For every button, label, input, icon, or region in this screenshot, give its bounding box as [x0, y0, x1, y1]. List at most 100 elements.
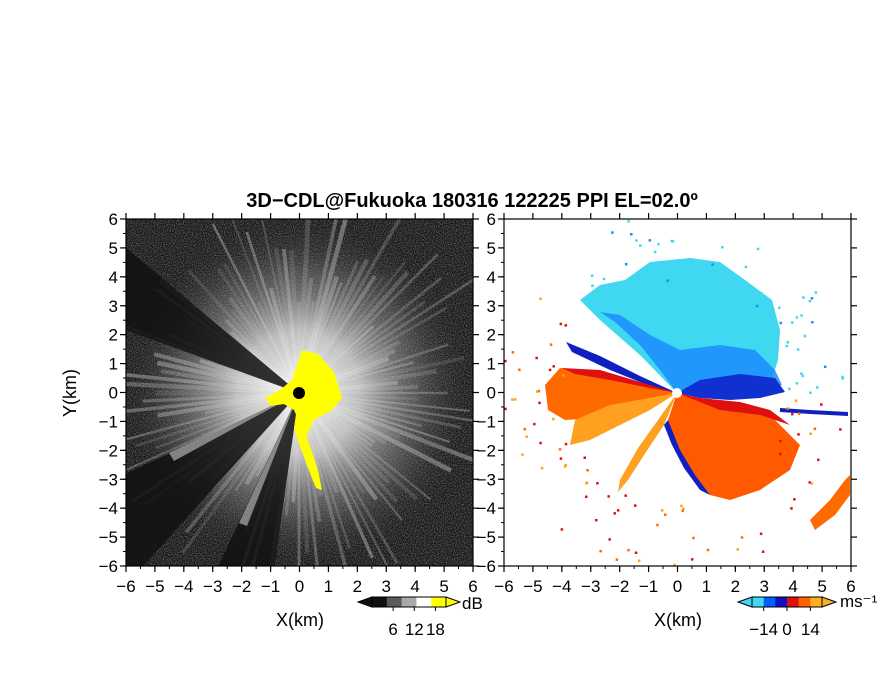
velocity-speck — [590, 274, 594, 277]
x-tick-label: 5 — [439, 577, 448, 596]
reflectivity-shadow-sector — [126, 247, 299, 393]
velocity-speck — [633, 504, 637, 507]
velocity-speck — [660, 509, 664, 512]
velocity-speck — [670, 239, 674, 243]
x-tick-label: −6 — [494, 577, 513, 596]
x-tick-label: 3 — [382, 577, 391, 596]
y-tick-label: −2 — [99, 441, 118, 460]
x-tick-label: −1 — [639, 577, 658, 596]
velocity-speck — [663, 513, 667, 517]
velocity-speck — [653, 285, 657, 288]
velocity-speck — [559, 322, 563, 326]
x-tick-label: −4 — [552, 577, 571, 596]
colorbar-high-arrow — [821, 596, 838, 608]
velocity-red-edge-west — [562, 368, 677, 393]
velocity-speck — [791, 412, 794, 416]
velocity-speck — [776, 326, 779, 330]
velocity-speck — [585, 495, 588, 499]
velocity-speck — [535, 356, 538, 360]
y-tick-label: 3 — [109, 297, 118, 316]
velocity-speck — [791, 321, 794, 324]
radar-site — [293, 387, 305, 399]
velocity-light-blue-lobe — [600, 312, 782, 393]
velocity-speck — [533, 422, 536, 426]
velocity-speck — [802, 296, 805, 299]
colorbar-segment — [416, 597, 432, 607]
velocity-speck — [653, 250, 657, 254]
colorbar-tick-label: 18 — [426, 620, 445, 639]
reflectivity-bright-beam — [169, 393, 299, 461]
colorbar-segment — [787, 597, 800, 607]
velocity-speck — [809, 391, 812, 394]
x-tick-label: −6 — [116, 577, 135, 596]
velocity-speck — [800, 372, 803, 375]
x-tick-label: −2 — [232, 577, 251, 596]
velocity-speck — [721, 246, 724, 249]
y-tick-label: −3 — [99, 470, 118, 489]
velocity-speck — [778, 306, 781, 310]
velocity-speck — [595, 294, 599, 298]
y-tick-label: 4 — [487, 268, 496, 287]
velocity-speck — [785, 344, 789, 348]
velocity-speck — [690, 558, 694, 561]
x-tick-label: 2 — [731, 577, 740, 596]
reflectivity-yellow-tail — [294, 415, 322, 490]
reflectivity-shadow-sector — [126, 393, 299, 566]
velocity-speck — [559, 457, 563, 460]
colorbar-segment — [401, 597, 417, 607]
velocity-speck — [786, 340, 790, 344]
velocity-blue-edge-south — [664, 420, 710, 495]
colorbar-segment — [798, 597, 811, 607]
velocity-speck — [635, 239, 638, 242]
velocity-speck — [706, 548, 710, 552]
y-tick-label: −5 — [99, 528, 118, 547]
velocity-speck — [599, 287, 603, 291]
y-tick-label: 0 — [487, 384, 496, 403]
reflectivity-image — [126, 219, 473, 566]
velocity-speck — [624, 262, 628, 266]
velocity-speck — [552, 365, 555, 368]
x-tick-label: −3 — [581, 577, 600, 596]
velocity-speck — [608, 538, 611, 541]
velocity-speck — [810, 297, 814, 300]
velocity-speck — [537, 389, 541, 393]
colorbar-high-arrow — [445, 596, 462, 608]
velocity-speck — [613, 512, 616, 515]
velocity-speck — [775, 471, 779, 474]
y-tick-label: 5 — [109, 239, 118, 258]
velocity-speck — [648, 239, 652, 242]
x-tick-label: 2 — [353, 577, 362, 596]
y-tick-label: −6 — [477, 557, 496, 576]
velocity-speck — [801, 374, 805, 378]
velocity-yellow-ray — [618, 393, 677, 492]
y-tick-label: −3 — [477, 470, 496, 489]
velocity-speck — [627, 220, 630, 223]
reflectivity-shadow-sector — [218, 393, 299, 566]
velocity-speck — [756, 247, 760, 251]
velocity-speck — [615, 558, 619, 561]
velocity-speck — [666, 279, 669, 282]
velocity-speck — [656, 523, 659, 527]
velocity-colorbar-unit: ms⁻¹ — [840, 592, 878, 611]
y-tick-label: −1 — [99, 412, 118, 431]
velocity-speck — [596, 481, 599, 485]
x-tick-label: 3 — [760, 577, 769, 596]
velocity-speck — [759, 532, 763, 536]
velocity-speck — [540, 466, 544, 470]
velocity-speck — [820, 403, 823, 406]
velocity-speck — [841, 377, 845, 380]
colorbar-tick-label: −14 — [749, 620, 778, 639]
velocity-orange-west — [545, 368, 677, 420]
velocity-speck — [800, 314, 803, 317]
velocity-yellow-west — [570, 393, 677, 445]
y-tick-label: −1 — [477, 412, 496, 431]
velocity-speck — [583, 456, 587, 460]
x-tick-label: 1 — [324, 577, 333, 596]
velocity-blue-ray — [566, 342, 677, 393]
velocity-orange-patch — [810, 475, 850, 530]
colorbar-frame — [371, 596, 447, 608]
velocity-speck — [624, 494, 627, 497]
